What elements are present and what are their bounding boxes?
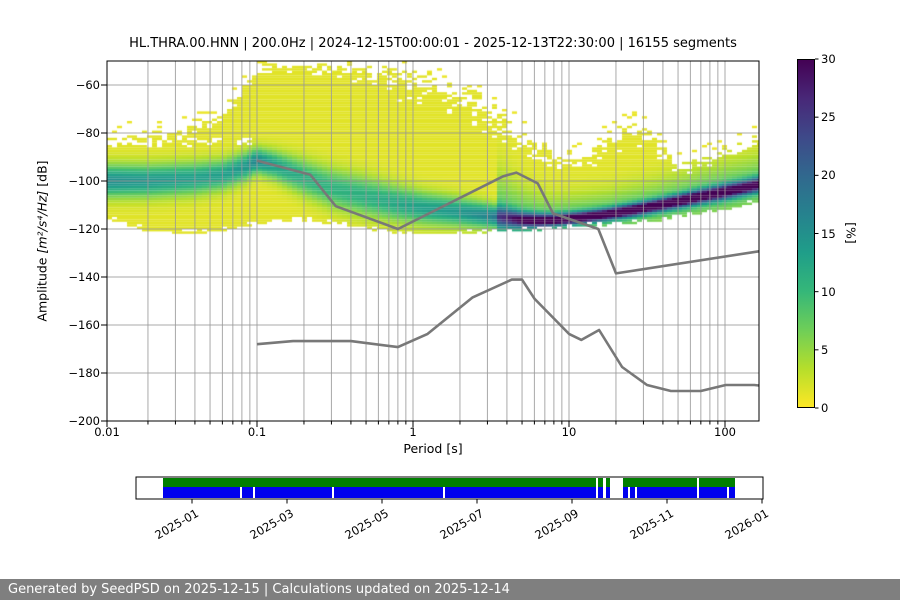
timeline-processed-segment [729,487,735,498]
x-tick-label: 10 [561,425,577,439]
timeline-data-segment [699,478,735,487]
colorbar [797,59,815,408]
colorbar-tick-label: 20 [821,168,836,183]
timeline-data-segment [606,478,610,487]
colorbar-tick-label: 25 [821,110,836,125]
y-axis-label-units: [m²/s⁴/Hz] [34,190,50,254]
colorbar-tick-label: 30 [821,52,836,66]
y-axis-label-suffix: [dB] [34,160,50,191]
colorbar-tick-label: 0 [821,401,829,415]
timeline-processed-segment [598,487,603,498]
x-tick-label: 0.1 [247,425,267,439]
ppsd-heatmap-canvas [107,61,759,421]
timeline-processed-segment [255,487,332,498]
y-tick-label: −140 [68,270,100,284]
footer-text: Generated by SeedPSD on 2025-12-15 | Cal… [8,582,510,597]
timeline-data-segment [623,478,697,487]
timeline-processed-segment [445,487,596,498]
timeline-data-segment [598,478,603,487]
timeline-tick-label: 2025-05 [342,506,391,543]
y-tick-label: −60 [75,78,100,92]
timeline-tick-label: 2025-03 [247,506,296,543]
timeline-box [135,476,764,500]
footer-bar: Generated by SeedPSD on 2025-12-15 | Cal… [0,579,900,600]
x-tick-label: 100 [714,425,736,439]
timeline-processed-segment [699,487,727,498]
y-axis-label-prefix: Amplitude [34,253,50,322]
timeline-processed-segment [630,487,635,498]
y-tick-label: −100 [68,174,100,188]
timeline-tick-label: 2026-01 [722,506,771,543]
y-tick-label: −80 [75,126,100,140]
y-tick-label: −160 [68,318,100,332]
colorbar-tick-label: 10 [821,284,836,299]
x-tick-label: 0.01 [94,425,120,439]
timeline-processed-segment [163,487,240,498]
colorbar-tick-label: 5 [821,342,829,357]
timeline-processed-segment [606,487,610,498]
timeline-data-segment [163,478,596,487]
timeline-tick-label: 2025-09 [532,506,581,543]
x-tick-label: 1 [409,425,417,439]
y-tick-label: −200 [68,414,100,428]
timeline-tick-label: 2025-07 [437,506,486,543]
timeline-processed-segment [334,487,443,498]
y-axis-label: Amplitude [m²/s⁴/Hz] [dB] [35,160,50,321]
timeline-tick-label: 2025-11 [627,506,676,543]
colorbar-label: [%] [843,222,859,244]
timeline-processed-segment [637,487,697,498]
colorbar-tick-label: 15 [821,226,836,241]
y-tick-label: −120 [68,222,100,236]
timeline-processed-segment [623,487,628,498]
plot-title: HL.THRA.00.HNN | 200.0Hz | 2024-12-15T00… [129,36,737,51]
timeline-processed-segment [242,487,253,498]
y-tick-label: −180 [68,366,100,380]
timeline-tick-label: 2025-01 [152,506,201,543]
x-axis-label: Period [s] [403,441,463,456]
